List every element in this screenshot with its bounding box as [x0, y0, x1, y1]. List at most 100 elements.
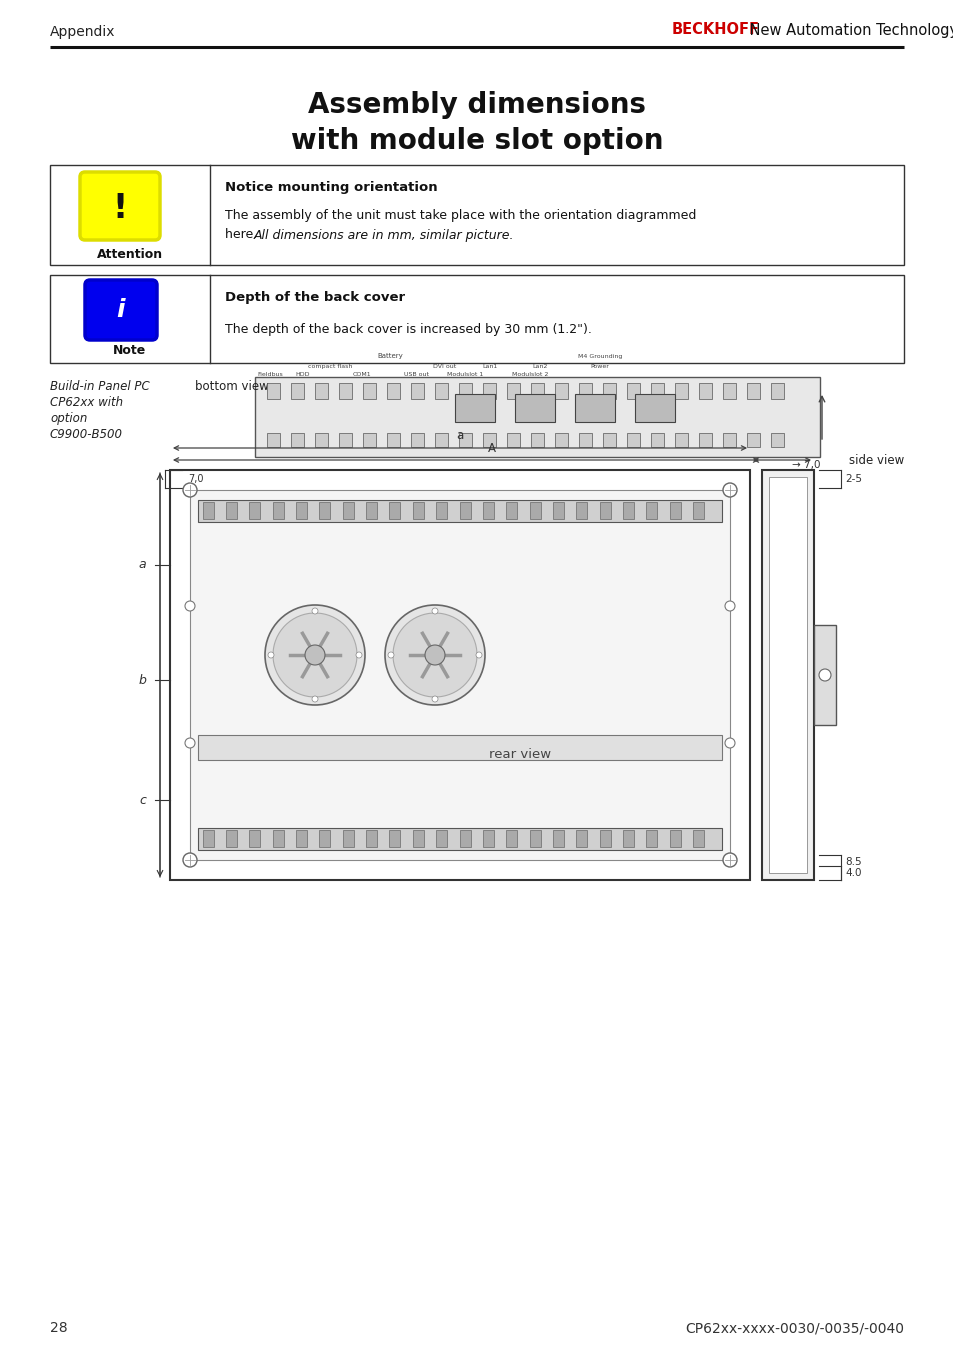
Text: M4 Grounding: M4 Grounding: [578, 354, 621, 359]
Bar: [650, 434, 663, 447]
Text: CP62xx with: CP62xx with: [50, 396, 123, 409]
Bar: [575, 394, 615, 422]
Text: Build-in Panel PC: Build-in Panel PC: [50, 380, 150, 393]
Circle shape: [385, 605, 484, 705]
Circle shape: [183, 852, 196, 867]
Text: with module slot option: with module slot option: [291, 127, 662, 155]
Bar: [389, 830, 399, 847]
Bar: [746, 382, 760, 399]
Bar: [555, 382, 567, 399]
Bar: [699, 382, 711, 399]
Bar: [226, 830, 236, 847]
Bar: [770, 382, 783, 399]
Bar: [515, 394, 555, 422]
Text: Battery: Battery: [376, 353, 402, 359]
Bar: [338, 382, 352, 399]
Text: 7,0: 7,0: [188, 474, 203, 484]
Bar: [482, 382, 496, 399]
Text: a: a: [456, 430, 463, 442]
Bar: [506, 434, 519, 447]
Bar: [531, 434, 543, 447]
Bar: [190, 490, 729, 861]
Text: bottom view: bottom view: [194, 380, 269, 393]
Text: C9900-B500: C9900-B500: [50, 428, 123, 440]
FancyBboxPatch shape: [85, 280, 157, 340]
Bar: [669, 503, 680, 519]
Bar: [267, 382, 280, 399]
Bar: [254, 377, 820, 457]
Circle shape: [724, 738, 734, 748]
Bar: [366, 830, 376, 847]
Bar: [505, 830, 517, 847]
Bar: [411, 434, 423, 447]
Text: 4.0: 4.0: [844, 867, 861, 878]
Text: All dimensions are in mm, similar picture.: All dimensions are in mm, similar pictur…: [253, 228, 514, 242]
Text: a: a: [138, 558, 146, 571]
FancyBboxPatch shape: [80, 172, 160, 240]
Text: !: !: [112, 192, 128, 226]
Bar: [455, 394, 495, 422]
Bar: [249, 503, 260, 519]
Text: A: A: [488, 442, 496, 455]
Text: Modulslot 2: Modulslot 2: [511, 372, 548, 377]
Text: 28: 28: [50, 1321, 68, 1335]
Text: The depth of the back cover is increased by 30 mm (1.2").: The depth of the back cover is increased…: [225, 323, 591, 336]
Text: Lan1: Lan1: [482, 363, 497, 369]
Bar: [722, 382, 735, 399]
Circle shape: [273, 613, 356, 697]
Bar: [669, 830, 680, 847]
Bar: [50, 165, 903, 265]
Circle shape: [268, 653, 274, 658]
Bar: [578, 434, 592, 447]
Bar: [482, 830, 494, 847]
Bar: [578, 382, 592, 399]
Bar: [645, 503, 657, 519]
Text: c: c: [139, 793, 146, 807]
Text: 2-5: 2-5: [844, 474, 862, 484]
Bar: [363, 434, 375, 447]
Bar: [576, 830, 586, 847]
Bar: [602, 434, 616, 447]
Circle shape: [183, 484, 196, 497]
Bar: [203, 830, 213, 847]
Circle shape: [424, 644, 444, 665]
Bar: [198, 500, 721, 521]
Bar: [267, 434, 280, 447]
Bar: [553, 830, 563, 847]
Bar: [436, 830, 447, 847]
Bar: [363, 382, 375, 399]
Bar: [746, 434, 760, 447]
Text: DVI out: DVI out: [433, 363, 456, 369]
Bar: [314, 382, 328, 399]
Bar: [50, 276, 903, 363]
Bar: [599, 503, 610, 519]
Bar: [314, 434, 328, 447]
Bar: [273, 503, 284, 519]
Bar: [530, 503, 540, 519]
Bar: [458, 382, 472, 399]
Bar: [699, 434, 711, 447]
Bar: [459, 830, 471, 847]
Text: Appendix: Appendix: [50, 26, 115, 39]
Bar: [203, 503, 213, 519]
Bar: [411, 382, 423, 399]
Bar: [343, 830, 354, 847]
Bar: [626, 382, 639, 399]
Bar: [389, 503, 399, 519]
Bar: [813, 626, 835, 725]
Circle shape: [265, 605, 365, 705]
Text: rear view: rear view: [489, 748, 551, 762]
Text: here.: here.: [225, 228, 261, 242]
Text: BECKHOFF: BECKHOFF: [671, 23, 760, 38]
Circle shape: [724, 601, 734, 611]
Bar: [555, 434, 567, 447]
Bar: [599, 830, 610, 847]
Circle shape: [818, 669, 830, 681]
Bar: [482, 434, 496, 447]
Bar: [366, 503, 376, 519]
Bar: [675, 434, 687, 447]
Bar: [459, 503, 471, 519]
Bar: [343, 503, 354, 519]
Circle shape: [722, 484, 737, 497]
Bar: [692, 830, 703, 847]
